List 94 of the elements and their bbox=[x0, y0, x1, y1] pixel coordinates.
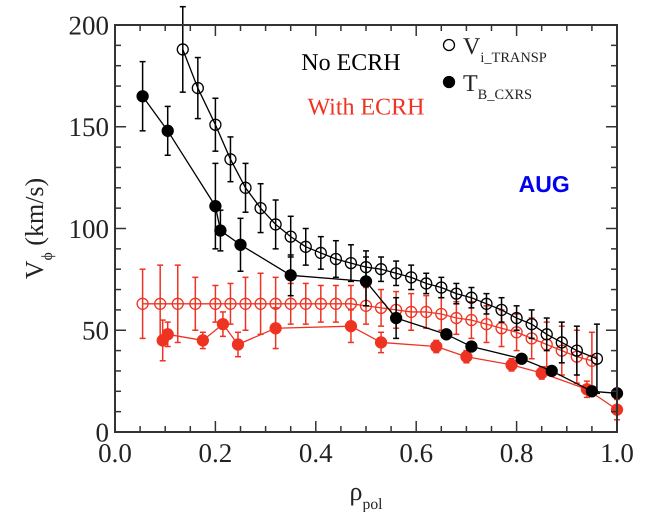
point bbox=[435, 308, 448, 320]
point bbox=[344, 320, 358, 332]
point bbox=[586, 354, 598, 367]
annotation: AUG bbox=[518, 170, 570, 197]
point bbox=[209, 298, 222, 310]
point bbox=[254, 202, 267, 214]
point bbox=[465, 314, 478, 326]
point bbox=[556, 336, 568, 349]
point bbox=[239, 182, 252, 194]
point bbox=[269, 218, 282, 231]
x-axis-title: ρ$_{pol}$ bbox=[350, 477, 384, 512]
point bbox=[540, 338, 553, 351]
point bbox=[360, 300, 372, 312]
annotation: No ECRH bbox=[301, 50, 401, 76]
point bbox=[526, 332, 538, 345]
point bbox=[420, 306, 432, 318]
point bbox=[536, 366, 548, 380]
point bbox=[232, 338, 244, 351]
point bbox=[465, 292, 478, 304]
legend-label: V$_{i_TRANSP}$ bbox=[463, 34, 547, 66]
y-tick-label: 150 bbox=[68, 112, 109, 142]
point bbox=[344, 256, 358, 270]
point bbox=[556, 344, 568, 357]
point bbox=[450, 312, 463, 324]
point bbox=[269, 298, 282, 310]
point bbox=[284, 269, 297, 282]
point bbox=[526, 318, 538, 330]
x-tick-label: 1.0 bbox=[600, 438, 634, 468]
point bbox=[209, 200, 222, 212]
x-tick-label: 0.4 bbox=[298, 438, 334, 468]
point bbox=[254, 298, 267, 310]
point bbox=[510, 312, 523, 324]
point bbox=[300, 298, 312, 310]
point bbox=[314, 298, 327, 310]
point bbox=[440, 328, 452, 340]
point bbox=[450, 287, 463, 300]
x-tick-label: 0.2 bbox=[198, 438, 232, 468]
point bbox=[590, 352, 604, 365]
point bbox=[435, 281, 448, 294]
point bbox=[154, 298, 166, 310]
point bbox=[344, 298, 358, 310]
point bbox=[284, 298, 297, 310]
point bbox=[390, 267, 402, 280]
point bbox=[586, 385, 598, 398]
point bbox=[224, 298, 237, 310]
point bbox=[189, 298, 202, 310]
x-tick-label: 0.6 bbox=[399, 438, 434, 468]
y-tick-label: 100 bbox=[68, 214, 109, 244]
point bbox=[360, 261, 372, 274]
y-tick-label: 200 bbox=[68, 10, 109, 40]
point bbox=[460, 350, 473, 363]
point bbox=[239, 298, 252, 310]
point bbox=[465, 340, 478, 353]
point bbox=[234, 238, 247, 251]
y-tick-label: 50 bbox=[82, 316, 109, 346]
point bbox=[196, 334, 209, 347]
point bbox=[176, 43, 189, 56]
point bbox=[284, 230, 297, 243]
point bbox=[162, 328, 174, 340]
point bbox=[330, 298, 342, 310]
point bbox=[374, 302, 388, 314]
annotation: With ECRH bbox=[307, 94, 425, 121]
point bbox=[374, 263, 388, 276]
x-tick-label: 0.8 bbox=[500, 438, 534, 468]
point bbox=[510, 326, 523, 338]
point bbox=[214, 224, 227, 237]
point bbox=[162, 124, 174, 137]
point bbox=[480, 318, 493, 330]
point bbox=[300, 240, 312, 253]
point bbox=[405, 271, 418, 284]
point bbox=[480, 298, 493, 310]
point bbox=[209, 118, 222, 131]
point bbox=[420, 277, 432, 290]
point bbox=[390, 312, 402, 324]
legend-label: T$_{B_CXRS}$ bbox=[463, 71, 532, 103]
point bbox=[405, 306, 418, 318]
point bbox=[330, 252, 342, 266]
point bbox=[136, 298, 149, 310]
point bbox=[495, 322, 508, 334]
point bbox=[224, 153, 237, 166]
point bbox=[314, 246, 327, 260]
point bbox=[172, 298, 184, 310]
point bbox=[374, 336, 388, 349]
point bbox=[540, 328, 553, 340]
point bbox=[136, 90, 149, 102]
point bbox=[570, 344, 583, 357]
point bbox=[192, 82, 204, 94]
point bbox=[546, 364, 558, 378]
point bbox=[216, 318, 230, 330]
point bbox=[430, 340, 442, 353]
point bbox=[495, 304, 508, 316]
point bbox=[505, 358, 518, 371]
point bbox=[570, 350, 583, 363]
point bbox=[515, 352, 528, 365]
